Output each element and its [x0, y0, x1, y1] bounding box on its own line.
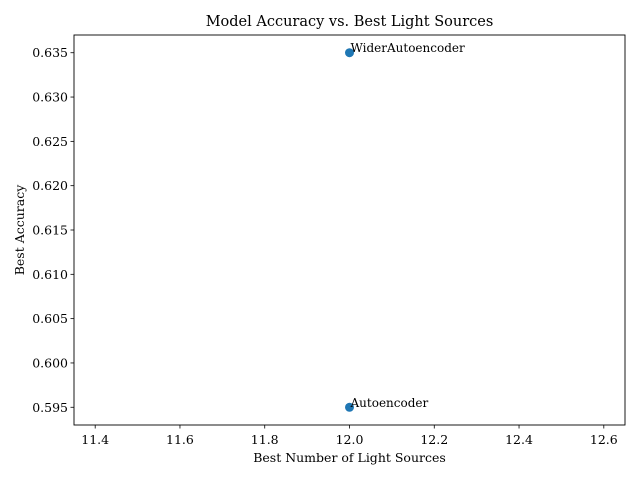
- y-axis: 0.595 0.600 0.605 0.610 0.615 0.620 0.625 0.630…: [32, 45, 74, 415]
- y-tick-label: 0.630: [32, 90, 68, 105]
- x-tick-label: 12.2: [420, 432, 448, 447]
- x-axis-label: Best Number of Light Sources: [253, 450, 446, 465]
- y-tick-label: 0.615: [32, 223, 68, 238]
- x-tick-label: 12.0: [336, 432, 364, 447]
- point-annotation: Autoencoder: [350, 396, 429, 410]
- x-tick-label: 12.6: [590, 432, 618, 447]
- data-points: WiderAutoencoder Autoencoder: [345, 41, 465, 412]
- y-tick-label: 0.605: [32, 311, 68, 326]
- x-tick-label: 12.4: [505, 432, 533, 447]
- plot-frame: [74, 35, 625, 425]
- y-tick-label: 0.620: [32, 178, 68, 193]
- x-axis: 11.4 11.6 11.8 12.0 12.2 12.4 12.6: [81, 425, 617, 447]
- x-tick-label: 11.8: [251, 432, 279, 447]
- chart-title: Model Accuracy vs. Best Light Sources: [206, 14, 494, 30]
- y-axis-label: Best Accuracy: [12, 184, 27, 276]
- y-tick-label: 0.625: [32, 134, 68, 149]
- y-tick-label: 0.610: [32, 267, 68, 282]
- point-annotation: WiderAutoencoder: [351, 41, 465, 55]
- x-tick-label: 11.4: [81, 432, 109, 447]
- x-tick-label: 11.6: [166, 432, 194, 447]
- y-tick-label: 0.595: [32, 400, 68, 415]
- y-tick-label: 0.600: [32, 355, 68, 370]
- y-tick-label: 0.635: [32, 45, 68, 60]
